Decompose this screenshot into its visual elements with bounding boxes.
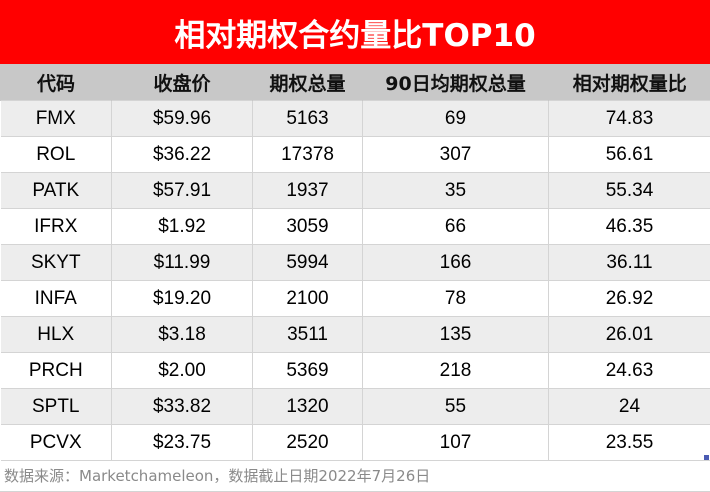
relative-ratio-cell: 23.55 — [548, 424, 710, 461]
option-volume-cell: 5163 — [252, 100, 363, 137]
option-volume-cell: 17378 — [252, 136, 363, 173]
table-row: ROL $36.22 17378 307 56.61 — [0, 136, 710, 173]
avg-volume-cell: 78 — [362, 280, 549, 317]
avg-volume-cell: 66 — [362, 208, 549, 245]
close-price-cell: $3.18 — [111, 316, 253, 353]
relative-ratio-cell: 55.34 — [548, 172, 710, 209]
relative-ratio-cell: 46.35 — [548, 208, 710, 245]
avg-volume-cell: 35 — [362, 172, 549, 209]
close-price-cell: $33.82 — [111, 388, 253, 425]
relative-ratio-cell: 56.61 — [548, 136, 710, 173]
table-row: PRCH $2.00 5369 218 24.63 — [0, 352, 710, 389]
ticker-cell: SKYT — [0, 244, 112, 281]
header-close-price: 收盘价 — [111, 64, 253, 101]
ticker-cell: PATK — [0, 172, 112, 209]
source-note: 数据来源：Marketchameleon，数据截止日期2022年7月26日 — [0, 460, 710, 492]
ticker-cell: PRCH — [0, 352, 112, 389]
table-row: SPTL $33.82 1320 55 24 — [0, 388, 710, 425]
table-row: FMX $59.96 5163 69 74.83 — [0, 100, 710, 137]
table-row: IFRX $1.92 3059 66 46.35 — [0, 208, 710, 245]
table-row: PATK $57.91 1937 35 55.34 — [0, 172, 710, 209]
ticker-cell: SPTL — [0, 388, 112, 425]
header-relative-ratio: 相对期权量比 — [548, 64, 710, 101]
close-price-cell: $2.00 — [111, 352, 253, 389]
relative-ratio-cell: 36.11 — [548, 244, 710, 281]
options-volume-table: 代码 收盘价 期权总量 90日均期权总量 相对期权量比 FMX $59.96 516… — [0, 64, 710, 461]
header-ticker: 代码 — [0, 64, 112, 101]
relative-ratio-cell: 26.92 — [548, 280, 710, 317]
close-price-cell: $57.91 — [111, 172, 253, 209]
relative-ratio-cell: 24 — [548, 388, 710, 425]
avg-volume-cell: 135 — [362, 316, 549, 353]
avg-volume-cell: 218 — [362, 352, 549, 389]
close-price-cell: $23.75 — [111, 424, 253, 461]
ticker-cell: PCVX — [0, 424, 112, 461]
option-volume-cell: 5994 — [252, 244, 363, 281]
ticker-cell: HLX — [0, 316, 112, 353]
avg-volume-cell: 166 — [362, 244, 549, 281]
fill-handle[interactable] — [704, 455, 709, 460]
option-volume-cell: 1937 — [252, 172, 363, 209]
header-90d-avg-volume: 90日均期权总量 — [362, 64, 549, 101]
table-row: INFA $19.20 2100 78 26.92 — [0, 280, 710, 317]
header-option-volume: 期权总量 — [252, 64, 363, 101]
close-price-cell: $59.96 — [111, 100, 253, 137]
avg-volume-cell: 107 — [362, 424, 549, 461]
option-volume-cell: 3059 — [252, 208, 363, 245]
avg-volume-cell: 55 — [362, 388, 549, 425]
avg-volume-cell: 69 — [362, 100, 549, 137]
option-volume-cell: 3511 — [252, 316, 363, 353]
option-volume-cell: 5369 — [252, 352, 363, 389]
table-row: HLX $3.18 3511 135 26.01 — [0, 316, 710, 353]
ticker-cell: ROL — [0, 136, 112, 173]
close-price-cell: $19.20 — [111, 280, 253, 317]
relative-ratio-cell: 74.83 — [548, 100, 710, 137]
option-volume-cell: 2520 — [252, 424, 363, 461]
close-price-cell: $1.92 — [111, 208, 253, 245]
ticker-cell: INFA — [0, 280, 112, 317]
ticker-cell: IFRX — [0, 208, 112, 245]
close-price-cell: $36.22 — [111, 136, 253, 173]
table-row: SKYT $11.99 5994 166 36.11 — [0, 244, 710, 281]
relative-ratio-cell: 24.63 — [548, 352, 710, 389]
avg-volume-cell: 307 — [362, 136, 549, 173]
table-title: 相对期权合约量比TOP10 — [0, 0, 710, 64]
relative-ratio-cell: 26.01 — [548, 316, 710, 353]
close-price-cell: $11.99 — [111, 244, 253, 281]
header-row: 代码 收盘价 期权总量 90日均期权总量 相对期权量比 — [0, 64, 710, 101]
ticker-cell: FMX — [0, 100, 112, 137]
table-row: PCVX $23.75 2520 107 23.55 — [0, 424, 710, 461]
option-volume-cell: 1320 — [252, 388, 363, 425]
option-volume-cell: 2100 — [252, 280, 363, 317]
